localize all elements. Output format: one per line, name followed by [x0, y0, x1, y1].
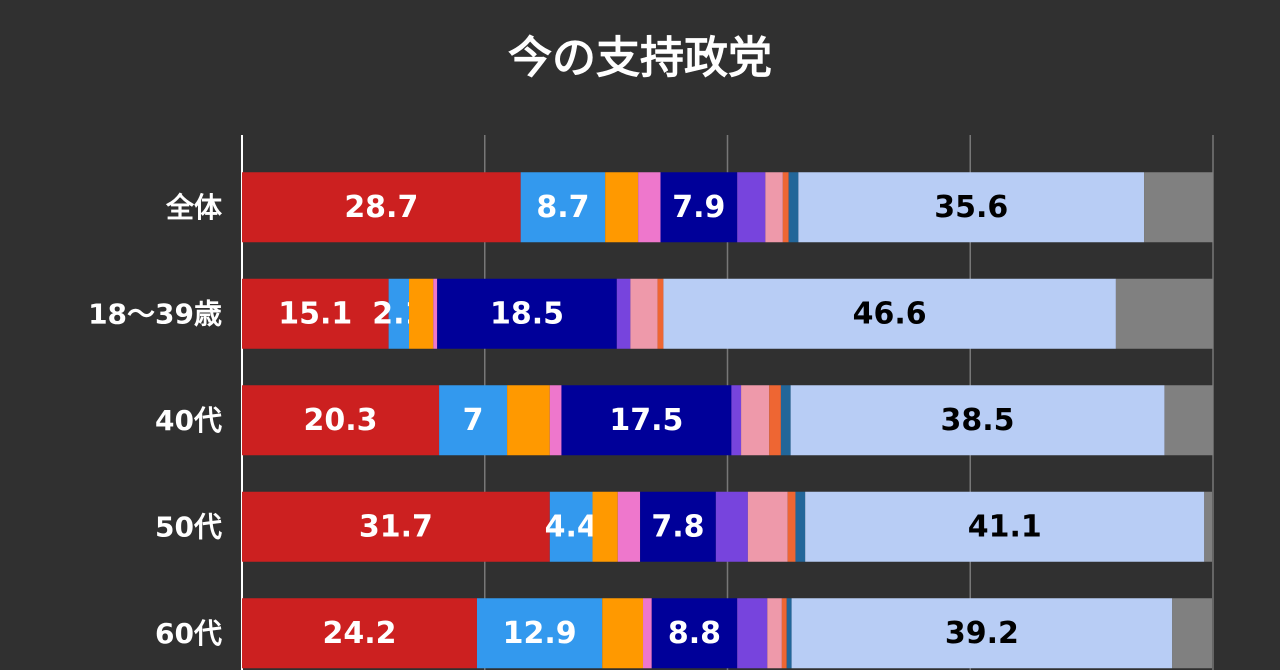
bar-segment	[782, 172, 789, 243]
bar-segment	[561, 385, 732, 456]
bar-segment	[242, 491, 550, 562]
bar-segment	[1115, 278, 1213, 349]
bar-segment	[638, 172, 661, 243]
bar-segment	[737, 172, 766, 243]
bar-segment	[788, 172, 799, 243]
data-label: 18.5	[490, 296, 564, 331]
data-label: 28.7	[344, 190, 418, 225]
bar-segment	[409, 278, 434, 349]
bar-segment	[657, 278, 664, 349]
bar-segment	[769, 385, 781, 456]
bar-segment	[731, 385, 742, 456]
data-label: 7.8	[651, 509, 704, 544]
bar-segment	[242, 278, 389, 349]
data-label: 8.8	[668, 616, 721, 651]
bar-segment	[507, 385, 550, 456]
bar-segment	[651, 598, 738, 669]
bar-segment	[737, 598, 768, 669]
bar-segment	[616, 278, 631, 349]
bar-segment	[602, 598, 644, 669]
bar-segment	[1172, 598, 1213, 669]
chart-title: 今の支持政党	[508, 33, 772, 84]
y-tick-label: 全体	[165, 191, 223, 224]
data-label: 41.1	[968, 509, 1042, 544]
bar-segment	[660, 172, 738, 243]
data-label: 31.7	[359, 509, 433, 544]
data-label: 15.1	[278, 296, 352, 331]
y-tick-label: 40代	[155, 404, 222, 437]
bar-segment	[787, 491, 796, 562]
bar-segment	[605, 172, 639, 243]
data-label: 35.6	[934, 190, 1008, 225]
bar-segment	[715, 491, 748, 562]
bar-segment	[1144, 172, 1213, 243]
bar-segment	[765, 172, 783, 243]
bar-segment	[439, 385, 508, 456]
data-label: 8.7	[536, 190, 589, 225]
bar-segment	[242, 172, 521, 243]
bar-segment	[640, 491, 716, 562]
bar-segment	[520, 172, 606, 243]
bar-segment	[780, 385, 791, 456]
bar-segment	[798, 172, 1145, 243]
bar-segment	[388, 278, 410, 349]
bar-segment	[1164, 385, 1213, 456]
data-label: 17.5	[609, 403, 683, 438]
bar-segment	[437, 278, 617, 349]
bar-segment	[592, 491, 618, 562]
bar-segment	[1204, 491, 1213, 562]
data-label: 7	[463, 403, 484, 438]
data-label: 46.6	[853, 296, 927, 331]
data-label: 20.3	[304, 403, 378, 438]
bar-segment	[549, 491, 593, 562]
bar-segment	[663, 278, 1116, 349]
data-label: 24.2	[322, 616, 396, 651]
bar-segment	[741, 385, 770, 456]
bar-segment	[630, 278, 658, 349]
y-tick-label: 50代	[155, 510, 222, 543]
bar-segment	[617, 491, 641, 562]
bar-segment	[786, 598, 792, 669]
bar-segment	[747, 491, 788, 562]
data-label: 39.2	[945, 616, 1019, 651]
bar-segment	[242, 598, 477, 669]
data-label: 7.9	[672, 190, 725, 225]
bar-segment	[781, 598, 787, 669]
bar-segment	[790, 385, 1165, 456]
data-label: 12.9	[503, 616, 577, 651]
y-tick-label: 60代	[155, 617, 222, 650]
bar-segment	[242, 385, 440, 456]
bar-segment	[433, 278, 438, 349]
bar-segment	[476, 598, 603, 669]
bar-segment	[805, 491, 1205, 562]
bar-segment	[791, 598, 1173, 669]
bar-segment	[643, 598, 652, 669]
data-label: 4.4	[545, 509, 598, 544]
bar-segment	[767, 598, 782, 669]
data-label: 38.5	[941, 403, 1015, 438]
y-tick-label: 18〜39歳	[88, 297, 222, 330]
bar-segment	[549, 385, 562, 456]
bar-segment	[795, 491, 806, 562]
